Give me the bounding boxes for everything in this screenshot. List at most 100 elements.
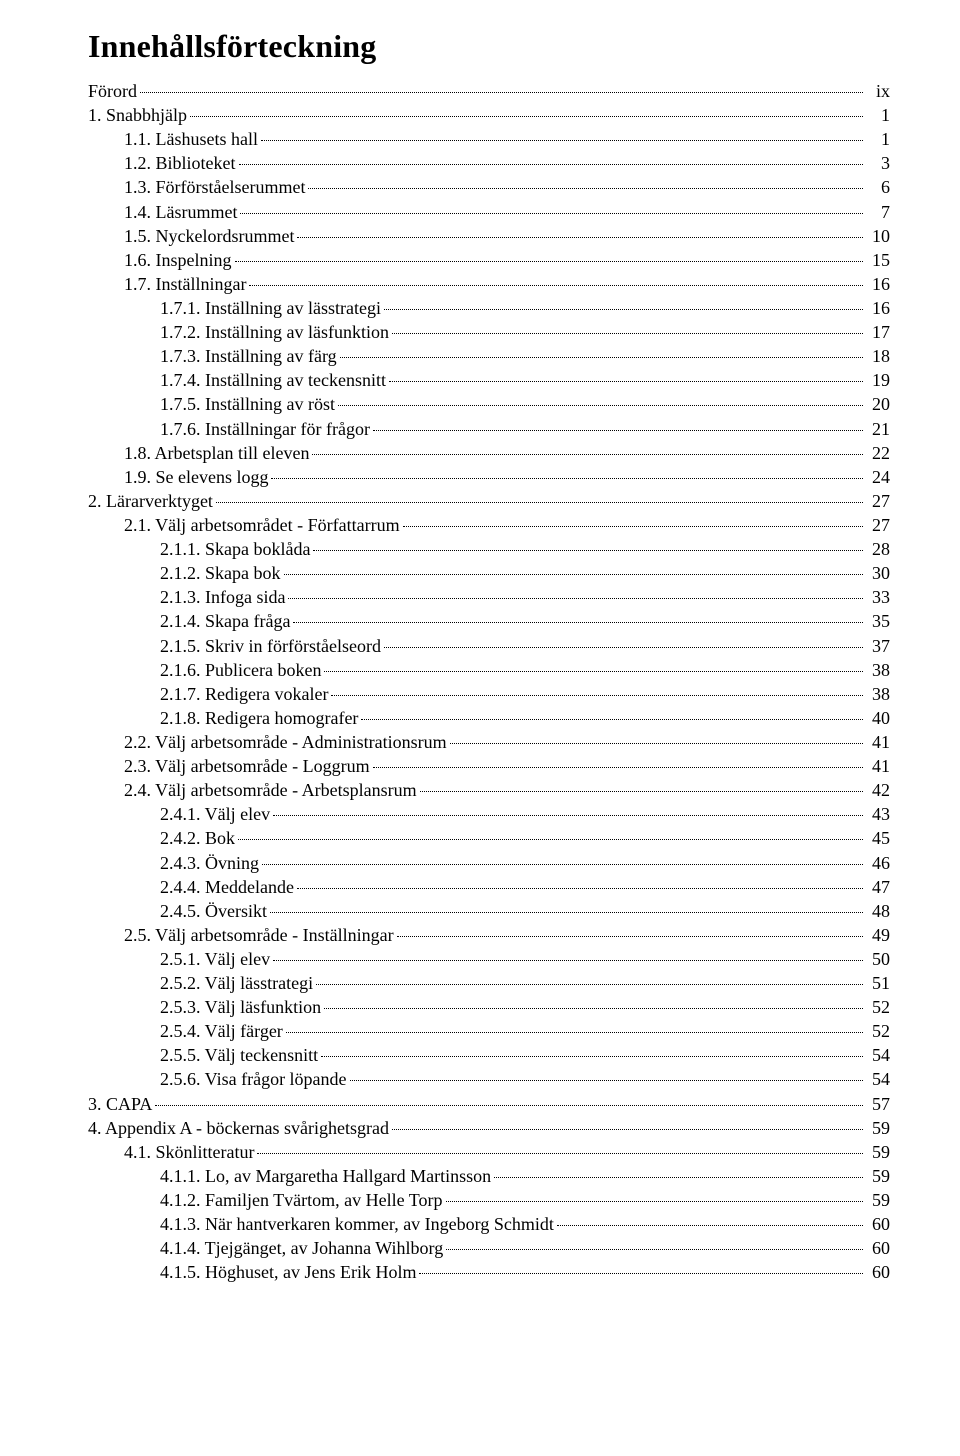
toc-entry-page: 50: [866, 947, 890, 971]
toc-entry: 2.4.4. Meddelande 47: [88, 875, 890, 899]
toc-entry-page: 57: [866, 1092, 890, 1116]
toc-entry-label: 2.5. Välj arbetsområde - Inställningar: [124, 923, 394, 947]
toc-leader: [361, 719, 863, 720]
toc-entry: 2.5.6. Visa frågor löpande 54: [88, 1067, 890, 1091]
toc-entry-label: 1.7.6. Inställningar för frågor: [160, 417, 370, 441]
toc-leader: [271, 478, 863, 479]
toc-entry-page: 42: [866, 778, 890, 802]
toc-leader: [313, 550, 863, 551]
toc-leader: [392, 333, 863, 334]
toc-entry-page: 54: [866, 1043, 890, 1067]
toc-entry: 4.1.5. Höghuset, av Jens Erik Holm60: [88, 1260, 890, 1284]
toc-entry: 2.5.2. Välj lässtrategi51: [88, 971, 890, 995]
toc-leader: [312, 454, 863, 455]
toc-leader: [494, 1177, 863, 1178]
toc-leader: [324, 671, 863, 672]
toc-entry: 2.1.5. Skriv in förförståelseord 37: [88, 634, 890, 658]
toc-entry-page: 27: [866, 513, 890, 537]
toc-leader: [286, 1032, 863, 1033]
toc-entry: 1.7.1. Inställning av lässtrategi16: [88, 296, 890, 320]
toc-entry-label: 2.2. Välj arbetsområde - Administrations…: [124, 730, 447, 754]
toc-leader: [389, 381, 863, 382]
toc-entry-page: 17: [866, 320, 890, 344]
toc-entry-label: 2.5.1. Välj elev: [160, 947, 270, 971]
toc-entry: 1.7.6. Inställningar för frågor 21: [88, 417, 890, 441]
toc-leader: [293, 622, 863, 623]
toc-entry: 2.4.5. Översikt 48: [88, 899, 890, 923]
toc-entry-label: 2.5.6. Visa frågor löpande: [160, 1067, 347, 1091]
toc-entry-label: 2.4.5. Översikt: [160, 899, 267, 923]
toc-entry-label: 2.1.6. Publicera boken: [160, 658, 321, 682]
toc-entry-page: 24: [866, 465, 890, 489]
toc-leader: [392, 1129, 863, 1130]
toc-entry: 4.1.1. Lo, av Margaretha Hallgard Martin…: [88, 1164, 890, 1188]
toc-entry: 1.4. Läsrummet7: [88, 200, 890, 224]
toc-entry-label: 2.1.4. Skapa fråga: [160, 609, 290, 633]
toc-leader: [384, 647, 863, 648]
toc-entry-label: 1.7.2. Inställning av läsfunktion: [160, 320, 389, 344]
toc-leader: [446, 1201, 863, 1202]
toc-entry-label: 2.4.3. Övning: [160, 851, 259, 875]
toc-leader: [446, 1249, 863, 1250]
toc-entry: 2.3. Välj arbetsområde - Loggrum41: [88, 754, 890, 778]
toc-leader: [331, 695, 863, 696]
toc-entry: 4.1.3. När hantverkaren kommer, av Ingeb…: [88, 1212, 890, 1236]
toc-leader: [419, 1273, 863, 1274]
toc-entry-label: 4.1.4. Tjejgänget, av Johanna Wihlborg: [160, 1236, 443, 1260]
toc-entry: 2.1.1. Skapa boklåda28: [88, 537, 890, 561]
toc-entry-page: 47: [866, 875, 890, 899]
toc-entry-label: 2.5.4. Välj färger: [160, 1019, 283, 1043]
toc-leader: [273, 815, 863, 816]
toc-entry-page: 59: [866, 1164, 890, 1188]
toc-entry-label: 4.1.5. Höghuset, av Jens Erik Holm: [160, 1260, 416, 1284]
toc-leader: [420, 791, 863, 792]
toc-entry: 2.4.3. Övning 46: [88, 851, 890, 875]
toc-entry: 4.1.2. Familjen Tvärtom, av Helle Torp59: [88, 1188, 890, 1212]
toc-entry: 2.5.3. Välj läsfunktion52: [88, 995, 890, 1019]
toc-entry-label: 2.1.5. Skriv in förförståelseord: [160, 634, 381, 658]
toc-entry-page: 59: [866, 1140, 890, 1164]
toc-entry-page: 19: [866, 368, 890, 392]
toc-leader: [140, 92, 863, 93]
toc-entry-page: 41: [866, 730, 890, 754]
toc-entry-label: 1.3. Förförståelserummet: [124, 175, 305, 199]
toc-entry-page: 51: [866, 971, 890, 995]
toc-entry-label: 1.4. Läsrummet: [124, 200, 237, 224]
toc-entry: 2. Lärarverktyget27: [88, 489, 890, 513]
page: Innehållsförteckning Förordix1. Snabbhjä…: [0, 0, 960, 1456]
toc-leader: [373, 767, 863, 768]
toc-entry: 1.7.3. Inställning av färg18: [88, 344, 890, 368]
toc-entry-label: 3. CAPA: [88, 1092, 152, 1116]
toc-entry-label: 1.7.5. Inställning av röst: [160, 392, 335, 416]
toc-leader: [403, 526, 863, 527]
toc-entry-page: 38: [866, 658, 890, 682]
toc-entry-page: 16: [866, 296, 890, 320]
toc-entry: 2.1.4. Skapa fråga35: [88, 609, 890, 633]
toc-entry-page: 3: [866, 151, 890, 175]
toc-entry-page: 46: [866, 851, 890, 875]
toc-entry-label: 1.8. Arbetsplan till eleven: [124, 441, 309, 465]
toc-entry-label: 2.1.2. Skapa bok: [160, 561, 281, 585]
toc-entry: 1.7.4. Inställning av teckensnitt19: [88, 368, 890, 392]
toc-entry-label: 1.7. Inställningar: [124, 272, 246, 296]
toc-entry: 2.5. Välj arbetsområde - Inställningar49: [88, 923, 890, 947]
toc-entry-page: 54: [866, 1067, 890, 1091]
toc-entry-label: 1.9. Se elevens logg: [124, 465, 268, 489]
toc-entry-page: 48: [866, 899, 890, 923]
toc-entry-label: 1.2. Biblioteket: [124, 151, 236, 175]
toc-entry-page: 1: [866, 103, 890, 127]
toc-leader: [308, 188, 863, 189]
toc-entry-page: 33: [866, 585, 890, 609]
toc-entry: 4.1. Skönlitteratur59: [88, 1140, 890, 1164]
toc-leader: [397, 936, 863, 937]
page-title: Innehållsförteckning: [88, 28, 890, 65]
toc-leader: [284, 574, 864, 575]
toc-entry-label: 2.1.3. Infoga sida: [160, 585, 285, 609]
toc-entry-label: 2.4. Välj arbetsområde - Arbetsplansrum: [124, 778, 417, 802]
toc-entry: 1.9. Se elevens logg 24: [88, 465, 890, 489]
toc-entry-page: 21: [866, 417, 890, 441]
toc-entry-label: 2.4.4. Meddelande: [160, 875, 294, 899]
toc-entry-page: 37: [866, 634, 890, 658]
toc-entry-label: 2.1.7. Redigera vokaler: [160, 682, 328, 706]
toc-entry-page: 6: [866, 175, 890, 199]
